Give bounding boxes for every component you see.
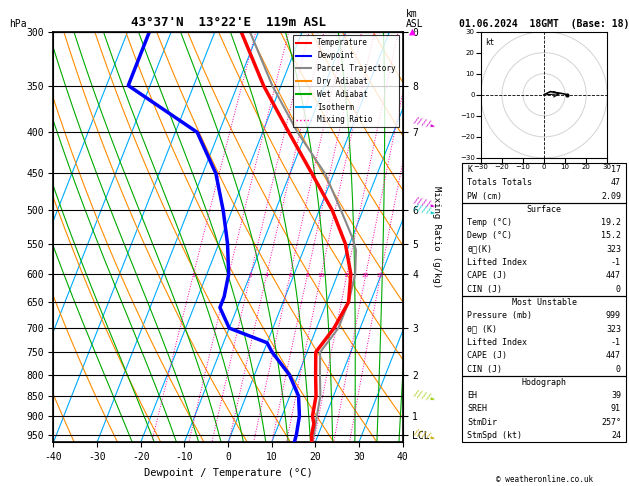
X-axis label: Dewpoint / Temperature (°C): Dewpoint / Temperature (°C): [143, 468, 313, 478]
Text: 19.2: 19.2: [601, 218, 621, 227]
Text: θᴄ(K): θᴄ(K): [467, 245, 493, 254]
Text: SREH: SREH: [467, 404, 487, 414]
Text: θᴄ (K): θᴄ (K): [467, 325, 497, 334]
Text: -1: -1: [611, 258, 621, 267]
Text: 1: 1: [191, 273, 195, 278]
Text: 15: 15: [343, 273, 350, 278]
Text: 2.09: 2.09: [601, 191, 621, 201]
Text: 323: 323: [606, 245, 621, 254]
Text: StmSpd (kt): StmSpd (kt): [467, 431, 522, 440]
Y-axis label: Mixing Ratio (g/kg): Mixing Ratio (g/kg): [432, 186, 441, 288]
Text: CAPE (J): CAPE (J): [467, 271, 507, 280]
Text: -1: -1: [611, 338, 621, 347]
Text: 323: 323: [606, 325, 621, 334]
Text: 0: 0: [616, 364, 621, 374]
Text: ////►: ////►: [412, 116, 437, 131]
Text: Pressure (mb): Pressure (mb): [467, 312, 532, 320]
Text: CIN (J): CIN (J): [467, 285, 502, 294]
Text: 17: 17: [611, 165, 621, 174]
Text: 25: 25: [377, 273, 384, 278]
Text: PW (cm): PW (cm): [467, 191, 502, 201]
Text: Totals Totals: Totals Totals: [467, 178, 532, 187]
Text: 91: 91: [611, 404, 621, 414]
Text: ASL: ASL: [406, 19, 423, 29]
Text: K: K: [467, 165, 472, 174]
Bar: [462, 376, 626, 442]
Text: 447: 447: [606, 351, 621, 360]
Text: 39: 39: [611, 391, 621, 400]
Text: ////►: ////►: [412, 428, 437, 442]
Text: CAPE (J): CAPE (J): [467, 351, 507, 360]
Text: 24: 24: [611, 431, 621, 440]
Bar: [462, 296, 626, 376]
Bar: [462, 163, 626, 203]
Text: km: km: [406, 9, 418, 19]
Text: Temp (°C): Temp (°C): [467, 218, 512, 227]
Text: Hodograph: Hodograph: [521, 378, 567, 387]
Text: 43°37'N  13°22'E  119m ASL: 43°37'N 13°22'E 119m ASL: [130, 16, 326, 29]
Text: EH: EH: [467, 391, 477, 400]
Text: 4: 4: [265, 273, 269, 278]
Text: 0: 0: [616, 285, 621, 294]
Text: © weatheronline.co.uk: © weatheronline.co.uk: [496, 474, 593, 484]
Text: Lifted Index: Lifted Index: [467, 338, 527, 347]
Text: Lifted Index: Lifted Index: [467, 258, 527, 267]
Text: 01.06.2024  18GMT  (Base: 18): 01.06.2024 18GMT (Base: 18): [459, 19, 629, 29]
Text: 2: 2: [226, 273, 230, 278]
Text: ▲: ▲: [409, 27, 415, 36]
Text: ////►: ////►: [412, 389, 437, 403]
Text: 20: 20: [362, 273, 369, 278]
Text: CIN (J): CIN (J): [467, 364, 502, 374]
Text: 999: 999: [606, 312, 621, 320]
Text: 257°: 257°: [601, 418, 621, 427]
Text: StmDir: StmDir: [467, 418, 497, 427]
Legend: Temperature, Dewpoint, Parcel Trajectory, Dry Adiabat, Wet Adiabat, Isotherm, Mi: Temperature, Dewpoint, Parcel Trajectory…: [292, 35, 399, 127]
Text: Surface: Surface: [526, 205, 562, 214]
Text: 15.2: 15.2: [601, 231, 621, 241]
Text: hPa: hPa: [9, 19, 27, 29]
Bar: [462, 203, 626, 296]
Text: 8: 8: [306, 273, 309, 278]
Text: 47: 47: [611, 178, 621, 187]
Text: ////►: ////►: [412, 196, 437, 210]
Text: Most Unstable: Most Unstable: [511, 298, 577, 307]
Text: ////►: ////►: [412, 203, 437, 218]
Text: kt: kt: [485, 38, 494, 47]
Text: 3: 3: [248, 273, 252, 278]
Text: 447: 447: [606, 271, 621, 280]
Text: 10: 10: [317, 273, 325, 278]
Text: 6: 6: [288, 273, 292, 278]
Text: Dewp (°C): Dewp (°C): [467, 231, 512, 241]
